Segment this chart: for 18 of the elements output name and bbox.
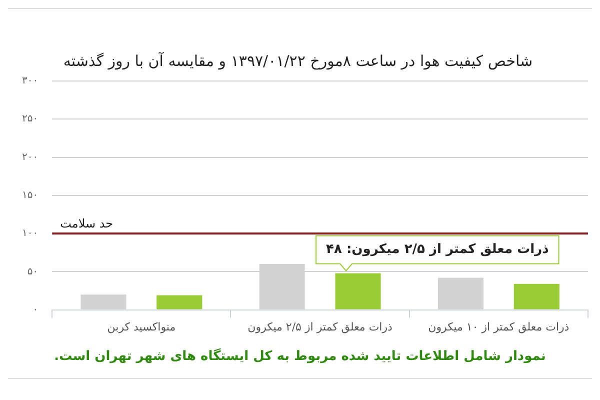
bar xyxy=(156,295,202,310)
y-tick-label: ۵۰ xyxy=(27,266,38,278)
y-tick-label: ۰ xyxy=(32,304,38,316)
ref-line-label: حد سلامت xyxy=(60,216,114,231)
x-tick-label: منواکسید کربن xyxy=(107,320,176,334)
annotation: ذرات معلق کمتر از ۲/۵ میکرون: ۴۸ xyxy=(326,242,550,258)
x-tick-label: ذرات معلق کمتر از ۲/۵ میکرون xyxy=(248,320,393,334)
y-tick-label: ۱۰۰ xyxy=(22,228,38,240)
y-tick-label: ۱۵۰ xyxy=(22,190,38,201)
x-tick-label: ذرات معلق کمتر از ۱۰ میکرون xyxy=(428,320,570,334)
bar xyxy=(514,284,560,310)
y-tick-label: ۲۰۰ xyxy=(22,152,38,163)
y-tick-label: ۳۰۰ xyxy=(22,76,38,87)
chart-title: شاخص کیفیت هوا در ساعت ۸مورخ ۱۳۹۷/۰۱/۲۲ و مقایسه آن با روز گذشته xyxy=(63,50,533,70)
y-tick-label: ۲۵۰ xyxy=(22,114,38,125)
bar xyxy=(438,278,484,310)
bar xyxy=(80,294,126,310)
text: نمودار شامل اطلاعات تایید شده مربوط به کل ایستگاه های شهر تهران است. xyxy=(53,347,547,366)
